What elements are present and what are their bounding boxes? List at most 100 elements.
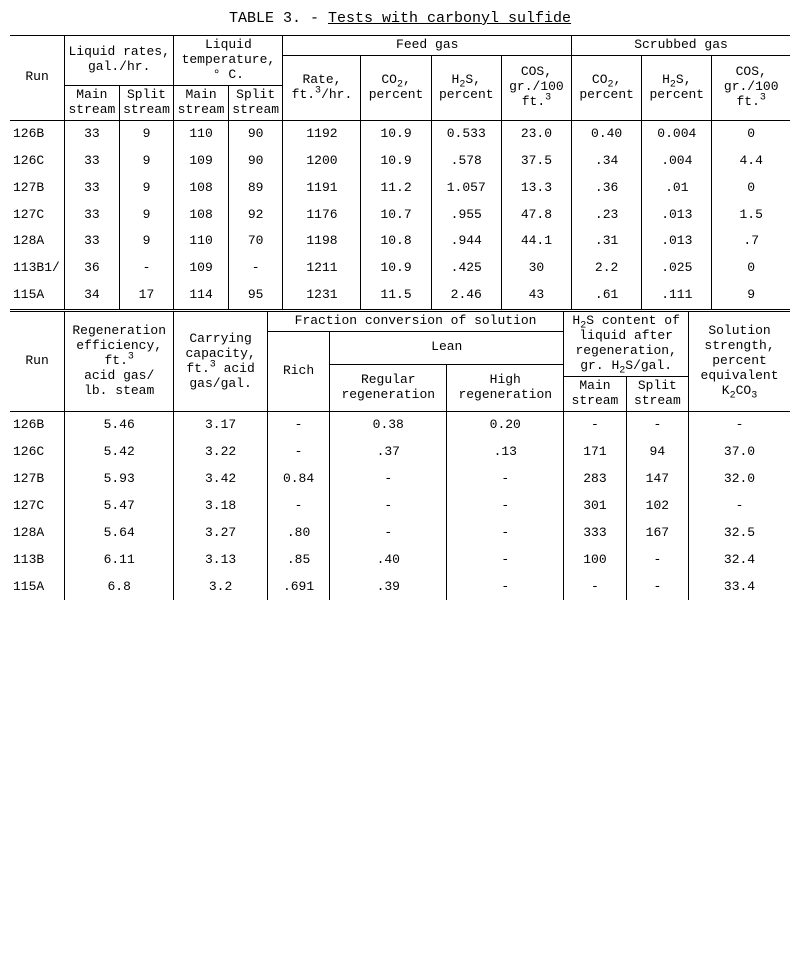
cell-main: 100: [564, 547, 626, 574]
cell-co2: 11.5: [361, 282, 431, 309]
cell-s_co2: 0.40: [572, 120, 642, 147]
hdr2-h2s-content: H2S content ofliquid afterregeneration,g…: [564, 311, 689, 377]
cell-lt_main: 108: [174, 175, 229, 202]
cell-lr_split: -: [119, 255, 174, 282]
cell-sol: 37.0: [689, 439, 790, 466]
cell-run: 127B: [10, 466, 65, 493]
cell-s_co2: .31: [572, 228, 642, 255]
cell-sol: 32.4: [689, 547, 790, 574]
table-row: 115A341711495123111.52.4643.61.1119: [10, 282, 790, 309]
cell-h2s: .578: [431, 148, 501, 175]
cell-run: 115A: [10, 574, 65, 601]
cell-rate: 1231: [283, 282, 361, 309]
cell-h2s: 0.533: [431, 120, 501, 147]
cell-rate: 1192: [283, 120, 361, 147]
cell-lt_split: 90: [228, 148, 283, 175]
cell-co2: 10.9: [361, 148, 431, 175]
cell-s_co2: .34: [572, 148, 642, 175]
cell-s_cos: 0: [712, 175, 790, 202]
hdr-lr-main: Mainstream: [65, 85, 120, 120]
cell-s_cos: 0: [712, 255, 790, 282]
cell-run: 113B1/: [10, 255, 65, 282]
table-row: 113B6.113.13.85.40-100-32.4: [10, 547, 790, 574]
cell-carry: 3.42: [174, 466, 268, 493]
cell-lr_split: 9: [119, 148, 174, 175]
cell-high: -: [447, 574, 564, 601]
cell-sol: 33.4: [689, 574, 790, 601]
cell-s_co2: .36: [572, 175, 642, 202]
cell-lr_main: 33: [65, 175, 120, 202]
cell-regen: 5.64: [65, 520, 174, 547]
cell-co2: 10.7: [361, 202, 431, 229]
cell-regular: 0.38: [330, 411, 447, 438]
title-prefix: TABLE 3. -: [229, 10, 328, 27]
cell-run: 128A: [10, 228, 65, 255]
hdr2-regen: Regenerationefficiency,ft.3acid gas/lb. …: [65, 311, 174, 412]
cell-regen: 6.8: [65, 574, 174, 601]
cell-lt_main: 114: [174, 282, 229, 309]
cell-run: 113B: [10, 547, 65, 574]
cell-lt_split: -: [228, 255, 283, 282]
cell-lr_split: 9: [119, 202, 174, 229]
cell-rich: .80: [267, 520, 329, 547]
hdr-co2: CO2,percent: [361, 55, 431, 120]
cell-s_h2s: .013: [642, 228, 712, 255]
cell-s_h2s: .025: [642, 255, 712, 282]
hdr2-rich: Rich: [267, 332, 329, 412]
table-caption: TABLE 3. - Tests with carbonyl sulfide: [10, 10, 790, 27]
cell-carry: 3.27: [174, 520, 268, 547]
hdr-liquid-temp: Liquid temperature, ° C.: [174, 36, 283, 86]
cell-lr_main: 33: [65, 202, 120, 229]
hdr-rate: Rate,ft.3/hr.: [283, 55, 361, 120]
hdr-run: Run: [10, 36, 65, 121]
cell-lt_split: 92: [228, 202, 283, 229]
cell-s_h2s: 0.004: [642, 120, 712, 147]
cell-regen: 5.46: [65, 411, 174, 438]
cell-lt_main: 109: [174, 255, 229, 282]
table-row: 115A6.83.2.691.39---33.4: [10, 574, 790, 601]
cell-s_cos: 1.5: [712, 202, 790, 229]
cell-lt_main: 110: [174, 120, 229, 147]
title-text: Tests with carbonyl sulfide: [328, 10, 571, 27]
bottom-table: Run Regenerationefficiency,ft.3acid gas/…: [10, 309, 790, 600]
cell-lr_main: 36: [65, 255, 120, 282]
cell-lr_main: 33: [65, 228, 120, 255]
cell-lr_split: 9: [119, 120, 174, 147]
cell-lt_main: 109: [174, 148, 229, 175]
cell-cos: 37.5: [501, 148, 571, 175]
cell-s_h2s: .004: [642, 148, 712, 175]
hdr2-lean: Lean: [330, 332, 564, 364]
cell-main: -: [564, 411, 626, 438]
cell-regular: -: [330, 466, 447, 493]
hdr-scos: COS,gr./100ft.3: [712, 55, 790, 120]
hdr-sco2: CO2,percent: [572, 55, 642, 120]
cell-split: 147: [626, 466, 688, 493]
hdr-lt-main: Mainstream: [174, 85, 229, 120]
table-row: 127B5.933.420.84--28314732.0: [10, 466, 790, 493]
cell-h2s: .955: [431, 202, 501, 229]
cell-s_co2: .61: [572, 282, 642, 309]
table-row: 128A33911070119810.8.94444.1.31.013.7: [10, 228, 790, 255]
cell-sol: 32.0: [689, 466, 790, 493]
cell-lt_main: 110: [174, 228, 229, 255]
cell-cos: 23.0: [501, 120, 571, 147]
hdr-lt-split: Splitstream: [228, 85, 283, 120]
cell-rich: .85: [267, 547, 329, 574]
cell-main: -: [564, 574, 626, 601]
hdr2-split: Splitstream: [626, 377, 688, 412]
cell-high: -: [447, 493, 564, 520]
cell-regular: -: [330, 493, 447, 520]
cell-regen: 6.11: [65, 547, 174, 574]
table-row: 113B1/36-109-121110.9.425302.2.0250: [10, 255, 790, 282]
cell-rich: -: [267, 411, 329, 438]
hdr2-high: Highregeneration: [447, 364, 564, 411]
table-row: 127C5.473.18---301102-: [10, 493, 790, 520]
cell-high: -: [447, 547, 564, 574]
cell-regular: .39: [330, 574, 447, 601]
cell-rate: 1211: [283, 255, 361, 282]
cell-rate: 1176: [283, 202, 361, 229]
cell-s_h2s: .111: [642, 282, 712, 309]
cell-run: 127C: [10, 202, 65, 229]
cell-high: 0.20: [447, 411, 564, 438]
cell-sol: -: [689, 493, 790, 520]
